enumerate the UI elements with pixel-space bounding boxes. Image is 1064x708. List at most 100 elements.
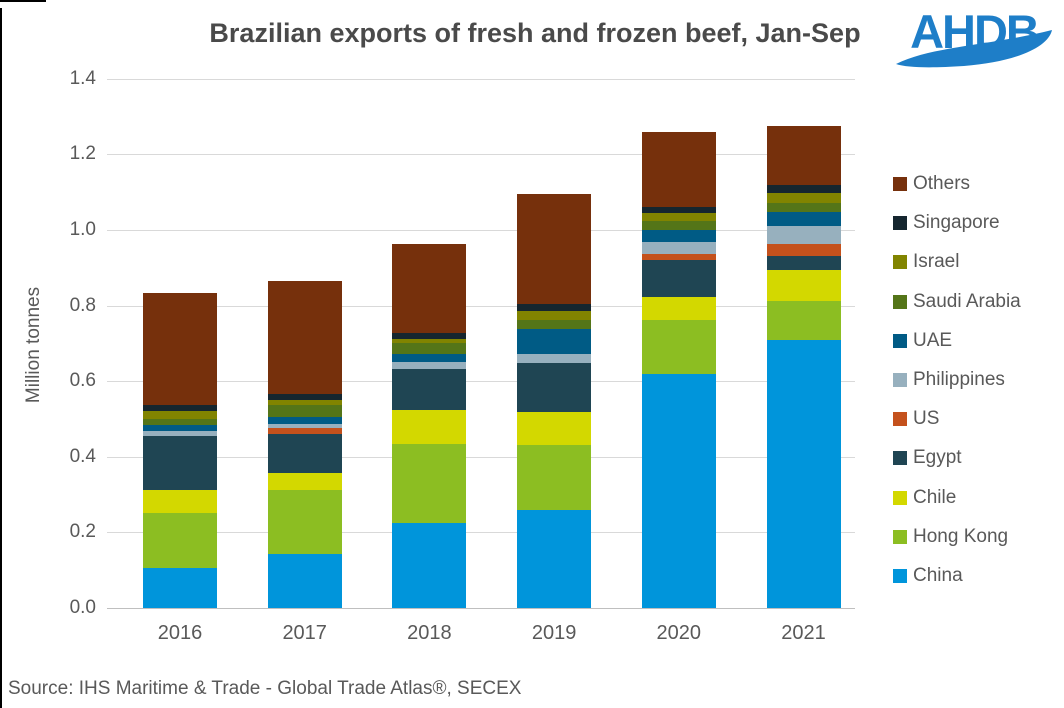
bar-segment-2021-uae <box>766 212 841 226</box>
bar-segment-2017-egypt <box>267 434 342 474</box>
bar-segment-2021-china <box>766 339 841 608</box>
gridline-y-0.0 <box>107 608 855 609</box>
legend-label: UAE <box>913 329 953 351</box>
gridline-y-0.4 <box>107 456 855 458</box>
chart-title: Brazilian exports of fresh and frozen be… <box>209 18 861 48</box>
legend-label: Chile <box>913 486 957 508</box>
legend-swatch-icon <box>893 216 907 231</box>
bar-segment-2020-hong-kong <box>641 319 716 374</box>
bar-segment-2016-saudi-arabia <box>143 418 217 426</box>
bar-segment-2020-singapore <box>641 206 716 214</box>
y-tick-label: 1.2 <box>69 143 96 165</box>
bar-segment-2021-singapore <box>766 184 841 194</box>
legend-label: Egypt <box>913 447 962 469</box>
legend-swatch-icon <box>893 412 907 427</box>
legend-label: Israel <box>913 251 960 273</box>
legend-swatch-icon <box>893 568 907 583</box>
bar-segment-2019-singapore <box>517 303 592 311</box>
bar-segment-2021-egypt <box>766 256 841 271</box>
bar-segment-2021-philippines <box>766 225 841 244</box>
legend-label: Philippines <box>913 368 1005 390</box>
gridline-y-1.0 <box>107 230 855 231</box>
bar-segment-2018-saudi-arabia <box>392 343 467 354</box>
bar-segment-2018-egypt <box>392 369 467 411</box>
bar-segment-2017-china <box>267 553 342 608</box>
x-tick-label-2020: 2020 <box>656 622 702 644</box>
legend-swatch-icon <box>893 255 907 270</box>
legend-label: Saudi Arabia <box>913 290 1021 312</box>
bar-segment-2021-israel <box>766 193 841 204</box>
y-tick-label: 0.8 <box>69 294 96 316</box>
bar-segment-2020-saudi-arabia <box>641 221 716 230</box>
bar-segment-2016-china <box>143 567 217 608</box>
bar-segment-2019-others <box>517 193 592 304</box>
legend: Others Singapore Israel Saudi Arabia UAE Phil… <box>893 172 1063 588</box>
gridline-y-0.8 <box>107 305 855 307</box>
bar-segment-2016-philippines <box>143 431 217 436</box>
bar-segment-2019-saudi-arabia <box>517 319 592 330</box>
bar-segment-2016-israel <box>143 411 217 419</box>
bar-segment-2016-hong-kong <box>143 513 217 568</box>
bar-segment-2020-philippines <box>641 242 716 255</box>
legend-item-saudi-arabia: Saudi Arabia <box>893 290 1063 314</box>
y-axis-title: Million tonnes <box>23 286 44 404</box>
bar-segment-2017-hong-kong <box>267 489 342 554</box>
bar-segment-2017-us <box>267 428 342 435</box>
bar-segment-2018-chile <box>392 410 467 444</box>
legend-item-us: US <box>893 407 1063 431</box>
y-tick-label: 1.0 <box>69 219 96 240</box>
legend-swatch-icon <box>893 529 907 544</box>
bar-segment-2016-egypt <box>143 435 217 491</box>
legend-item-singapore: Singapore <box>893 211 1063 235</box>
legend-label: Others <box>913 173 971 194</box>
bar-segment-2018-singapore <box>392 333 467 339</box>
bar-segment-2017-saudi-arabia <box>267 405 342 418</box>
ahdb-logo: AHDB <box>896 5 1052 68</box>
legend-label: US <box>913 408 940 430</box>
bar-segment-2018-china <box>392 522 467 608</box>
y-tick-label: 1.4 <box>69 67 96 89</box>
gridline-y-0.2 <box>107 532 855 534</box>
bar-segment-2019-egypt <box>517 362 592 412</box>
gridline-y-0.6 <box>107 381 855 383</box>
legend-item-hong-kong: Hong Kong <box>893 525 1063 549</box>
bar-segment-2017-singapore <box>267 394 342 401</box>
bar-segment-2018-others <box>392 243 467 334</box>
source-note: Source: IHS Maritime & Trade - Global Tr… <box>8 678 522 699</box>
legend-swatch-icon <box>893 333 907 348</box>
y-tick-label: 0.4 <box>69 445 96 467</box>
x-tick-label-2021: 2021 <box>781 622 826 644</box>
bar-segment-2018-hong-kong <box>392 443 467 523</box>
bar-segment-2021-hong-kong <box>766 300 841 340</box>
screenshot-top-edge-line <box>0 0 46 2</box>
gridline-y-1.4 <box>107 78 855 80</box>
legend-item-china: China <box>893 564 1063 588</box>
bar-segment-2017-others <box>267 281 342 395</box>
bar-segment-2019-philippines <box>517 353 592 363</box>
gridline-y-1.2 <box>107 154 855 156</box>
legend-label: Hong Kong <box>913 525 1009 547</box>
bar-segment-2021-others <box>766 126 841 185</box>
bar-segment-2020-israel <box>641 213 716 222</box>
bar-segment-2020-others <box>641 132 716 207</box>
bar-segment-2020-egypt <box>641 260 716 297</box>
legend-item-philippines: Philippines <box>893 368 1063 392</box>
bar-segment-2021-chile <box>766 270 841 301</box>
bar-segment-2017-uae <box>267 417 342 425</box>
bar-segment-2020-us <box>641 254 716 261</box>
y-tick-label: 0.6 <box>69 370 96 392</box>
screenshot-left-edge-line <box>0 8 2 708</box>
legend-item-egypt: Egypt <box>893 446 1063 470</box>
bar-segment-2019-hong-kong <box>517 444 592 511</box>
bar-segment-2021-saudi-arabia <box>766 203 841 213</box>
x-tick-label-2016: 2016 <box>157 622 203 644</box>
legend-item-israel: Israel <box>893 250 1063 274</box>
bar-segment-2019-uae <box>517 329 592 354</box>
bar-segment-2019-china <box>517 510 592 608</box>
bar-segment-2017-chile <box>267 473 342 490</box>
bar-segment-2017-israel <box>267 400 342 405</box>
x-tick-label-2019: 2019 <box>531 622 577 644</box>
bar-segment-2016-others <box>143 293 217 405</box>
legend-swatch-icon <box>893 177 907 191</box>
